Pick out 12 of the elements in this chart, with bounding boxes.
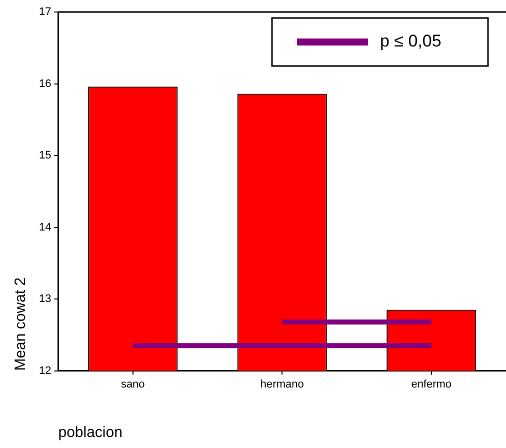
x-tick-label: enfermo bbox=[411, 378, 452, 390]
y-tick-label: 14 bbox=[38, 221, 52, 234]
y-tick-label: 12 bbox=[38, 364, 52, 377]
x-tick-label: sano bbox=[120, 378, 145, 390]
y-tick-label: 15 bbox=[38, 150, 52, 162]
y-tick-label: 17 bbox=[38, 6, 52, 18]
x-axis-title: poblacion bbox=[58, 424, 122, 442]
y-tick-label: 13 bbox=[38, 293, 52, 306]
legend-label: p ≤ 0,05 bbox=[380, 32, 442, 51]
y-tick-label: 16 bbox=[38, 78, 52, 90]
y-axis-title: Mean cowat 2 bbox=[12, 277, 30, 371]
x-tick-label: hermano bbox=[260, 378, 304, 390]
